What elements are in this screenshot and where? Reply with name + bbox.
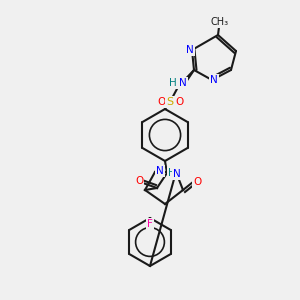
Text: O: O bbox=[176, 97, 184, 107]
Text: N: N bbox=[173, 169, 181, 179]
Text: N: N bbox=[156, 166, 164, 176]
Text: S: S bbox=[167, 97, 174, 107]
Text: N: N bbox=[186, 45, 194, 55]
Text: O: O bbox=[135, 176, 143, 186]
Text: H: H bbox=[168, 168, 176, 178]
Text: N: N bbox=[179, 78, 187, 88]
Text: O: O bbox=[158, 97, 166, 107]
Text: F: F bbox=[147, 219, 153, 229]
Text: O: O bbox=[193, 177, 201, 187]
Text: H: H bbox=[169, 78, 177, 88]
Text: CH₃: CH₃ bbox=[211, 17, 229, 27]
Text: N: N bbox=[210, 75, 218, 85]
